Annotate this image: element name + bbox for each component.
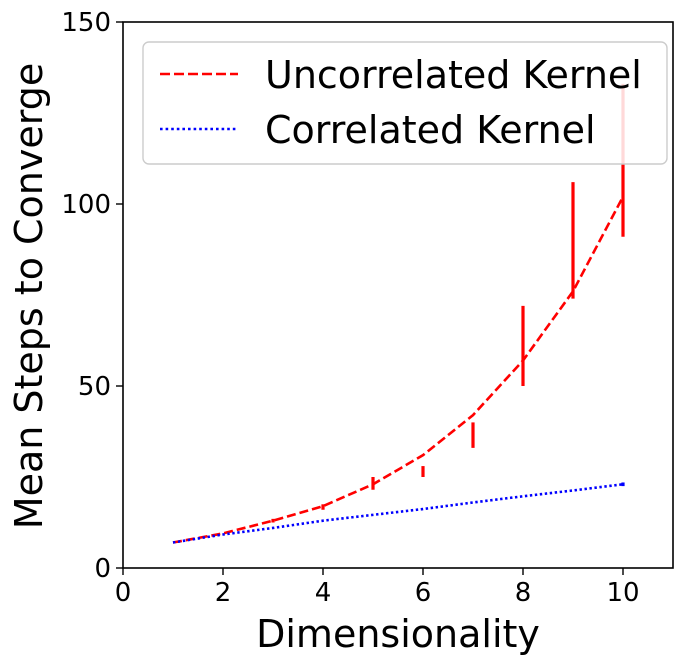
legend-label-correlated: Correlated Kernel — [265, 108, 596, 152]
x-tick-label: 10 — [606, 578, 639, 608]
y-tick-label: 50 — [78, 372, 111, 402]
y-axis-label: Mean Steps to Converge — [7, 63, 51, 529]
y-tick-label: 150 — [61, 8, 111, 38]
legend: Uncorrelated Kernel Correlated Kernel — [142, 41, 668, 165]
series-line-uncorrelated-kernel — [172, 196, 625, 544]
legend-box — [142, 41, 668, 165]
y-tick-label: 0 — [94, 554, 111, 584]
x-axis-label: Dimensionality — [256, 612, 540, 656]
x-tick-label: 0 — [115, 578, 132, 608]
plot-frame — [122, 21, 674, 569]
x-tick-label: 2 — [215, 578, 232, 608]
x-tick-label: 4 — [315, 578, 332, 608]
series-line-correlated-kernel — [172, 482, 624, 544]
x-tick-label: 6 — [415, 578, 432, 608]
x-tick-label: 8 — [515, 578, 532, 608]
legend-label-uncorrelated: Uncorrelated Kernel — [265, 53, 642, 97]
y-tick-label: 100 — [61, 190, 111, 220]
